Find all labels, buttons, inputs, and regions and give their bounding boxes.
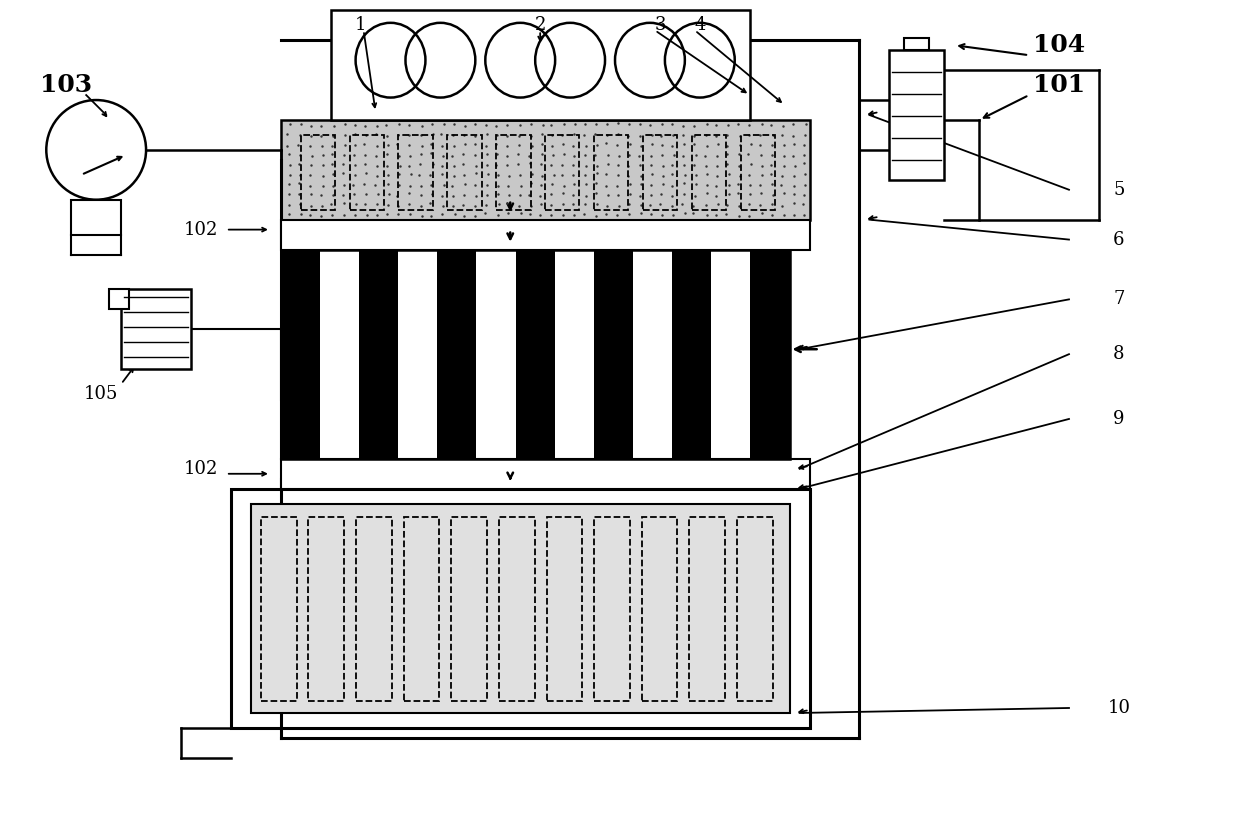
Bar <box>642 517 677 701</box>
Bar <box>476 250 516 459</box>
Bar <box>231 489 810 728</box>
Bar <box>398 135 433 210</box>
Bar <box>672 250 712 459</box>
Bar <box>594 517 630 701</box>
Bar <box>634 250 672 459</box>
Bar <box>109 289 129 310</box>
Bar <box>71 200 122 234</box>
Bar <box>740 135 775 210</box>
Bar <box>889 50 945 180</box>
Text: 9: 9 <box>1114 410 1125 428</box>
Bar <box>250 504 790 713</box>
Text: 10: 10 <box>1107 699 1131 717</box>
Bar <box>547 517 583 701</box>
Bar <box>438 250 476 459</box>
Text: 7: 7 <box>1114 291 1125 309</box>
Text: 103: 103 <box>40 73 92 97</box>
Text: 102: 102 <box>184 220 218 238</box>
Text: 105: 105 <box>84 385 118 403</box>
Bar <box>122 289 191 369</box>
Bar <box>404 517 439 701</box>
Text: 102: 102 <box>184 459 218 477</box>
Text: 104: 104 <box>1033 34 1085 57</box>
Text: 2: 2 <box>534 16 546 34</box>
Bar <box>280 250 790 459</box>
Bar <box>260 517 296 701</box>
Bar <box>280 250 320 459</box>
Bar <box>737 517 773 701</box>
Bar <box>594 135 629 210</box>
Text: 101: 101 <box>1033 73 1085 97</box>
Bar <box>750 250 790 459</box>
Bar <box>546 135 579 210</box>
Bar <box>554 250 594 459</box>
Bar <box>689 517 725 701</box>
Bar <box>320 250 360 459</box>
Bar <box>712 250 750 459</box>
Bar <box>356 517 392 701</box>
Bar <box>331 11 750 120</box>
Bar <box>516 250 554 459</box>
Bar <box>448 135 481 210</box>
Bar <box>498 517 534 701</box>
Bar <box>350 135 384 210</box>
Bar <box>309 517 345 701</box>
Bar <box>692 135 727 210</box>
Text: 8: 8 <box>1114 345 1125 363</box>
Bar <box>280 120 810 219</box>
Bar <box>594 250 634 459</box>
Text: 5: 5 <box>1114 181 1125 199</box>
Bar <box>451 517 487 701</box>
Bar <box>280 219 810 250</box>
Bar <box>301 135 335 210</box>
Bar <box>496 135 531 210</box>
Text: 3: 3 <box>655 16 666 34</box>
Text: 6: 6 <box>1114 231 1125 249</box>
Bar <box>360 250 398 459</box>
Text: 4: 4 <box>694 16 706 34</box>
Bar <box>280 459 810 489</box>
Text: 1: 1 <box>355 16 366 34</box>
Bar <box>398 250 438 459</box>
Bar <box>904 38 929 50</box>
Bar <box>644 135 677 210</box>
